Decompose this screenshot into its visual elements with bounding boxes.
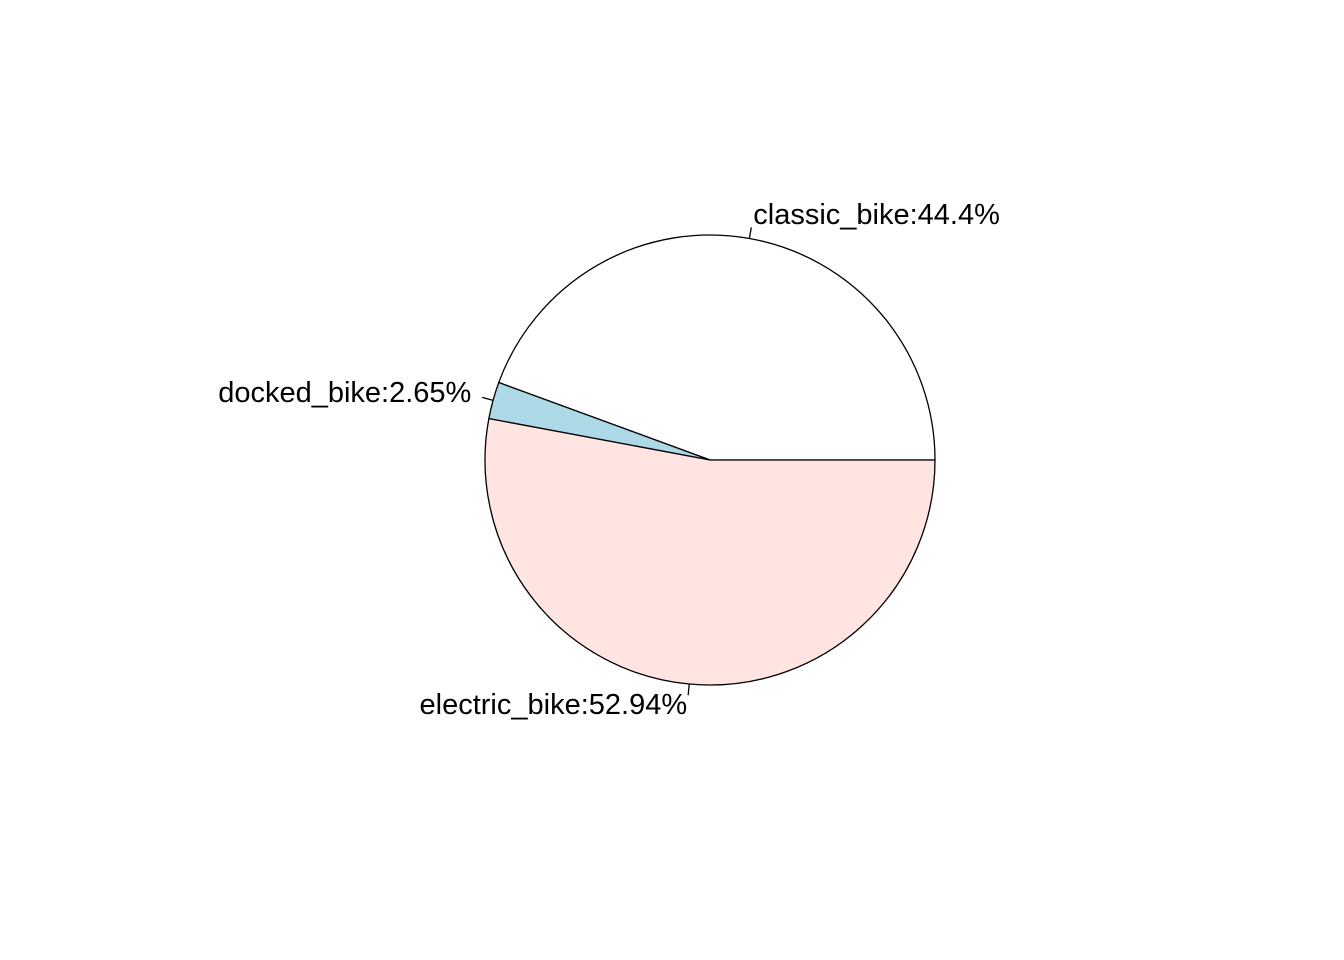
pie-slice-classic-bike	[498, 234, 936, 461]
pie-slices	[484, 234, 936, 686]
label-tick-docked-bike	[482, 396, 494, 401]
label-tick-classic-bike	[748, 227, 752, 239]
pie-label-docked-bike: docked_bike:2.65%	[218, 377, 471, 409]
pie-label-electric-bike: electric_bike:52.94%	[420, 689, 688, 721]
pie-slice-electric-bike	[484, 417, 936, 686]
pie-labels: classic_bike:44.4% docked_bike:2.65%elect…	[218, 199, 1000, 721]
pie-label-classic-bike: classic_bike:44.4%	[753, 199, 1000, 231]
label-tick-electric-bike	[687, 683, 690, 696]
